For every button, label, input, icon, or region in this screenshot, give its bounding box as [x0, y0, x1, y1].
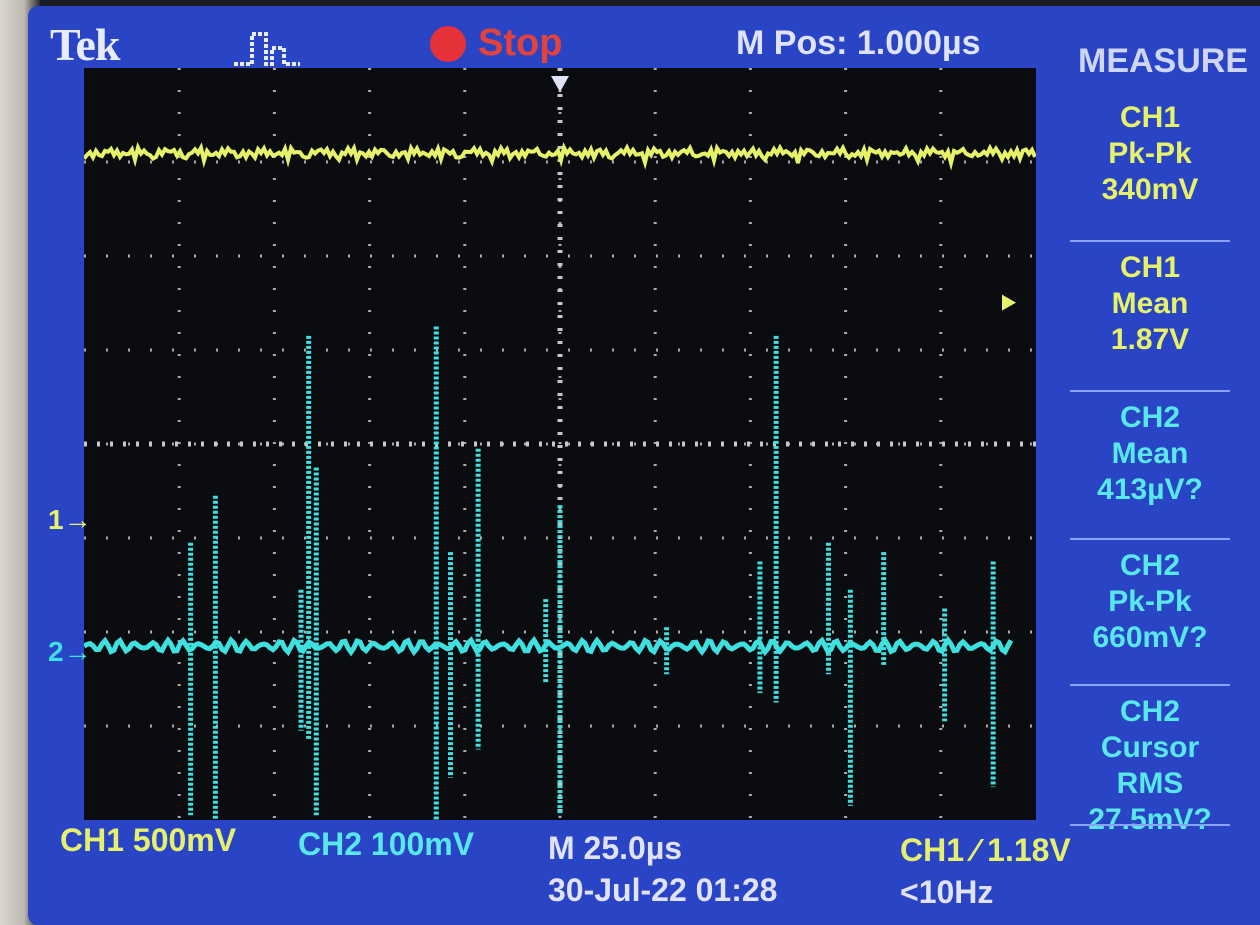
- measure-label: Mean: [1111, 287, 1189, 320]
- ch1-vertical-scale: CH1 500mV: [60, 822, 237, 858]
- ch2-trace: [84, 635, 1014, 657]
- run-state: Stop: [478, 22, 563, 64]
- measure-channel: CH2: [1119, 401, 1180, 434]
- measure-channel: CH2: [1119, 549, 1180, 582]
- measure-label: Cursor RMS: [1100, 731, 1200, 800]
- measure-value: 660mV?: [1092, 621, 1208, 654]
- measure-value: 340mV: [1101, 173, 1199, 206]
- separator: [1070, 390, 1230, 392]
- measure-channel: CH1: [1119, 101, 1180, 134]
- waveform-svg: [84, 68, 1036, 820]
- ch1-ground-marker: 1→: [48, 504, 92, 535]
- trigger-frequency: <10Hz: [900, 874, 994, 910]
- measure-channel: CH1: [1119, 251, 1180, 284]
- record-stop-icon: [430, 26, 466, 62]
- trigger-position-marker: [551, 76, 569, 92]
- menu-title: MEASURE: [1078, 42, 1249, 80]
- separator: [1070, 824, 1230, 826]
- separator: [1070, 684, 1230, 686]
- measure-value: 1.87V: [1110, 323, 1190, 356]
- pulse-trigger-icon: [234, 32, 300, 66]
- horizontal-position: M Pos: 1.000µs: [736, 24, 981, 62]
- separator: [1070, 240, 1230, 242]
- ch2-ground-marker: 2→: [48, 636, 92, 667]
- ch1-trace: [84, 141, 1036, 171]
- brand-logo: Tek: [50, 19, 120, 70]
- measure-label: Pk-Pk: [1108, 137, 1192, 170]
- measure-ch2-pkpk[interactable]: CH2 Pk-Pk 660mV?: [1070, 548, 1230, 656]
- timestamp: 30-Jul-22 01:28: [548, 872, 778, 908]
- trigger-level: CH1 ∕ 1.18V: [900, 832, 1071, 868]
- waveform-display: [84, 68, 1036, 820]
- measure-ch2-cursor-rms[interactable]: CH2 Cursor RMS 27.5mV?: [1070, 694, 1230, 838]
- measure-ch1-mean[interactable]: CH1 Mean 1.87V: [1070, 250, 1230, 358]
- measure-label: Pk-Pk: [1108, 585, 1192, 618]
- measure-ch2-mean[interactable]: CH2 Mean 413µV?: [1070, 400, 1230, 508]
- measure-label: Mean: [1111, 437, 1189, 470]
- timebase: M 25.0µs: [548, 830, 683, 866]
- ch1-trigger-level-marker: [1002, 294, 1016, 311]
- measure-ch1-pkpk[interactable]: CH1 Pk-Pk 340mV: [1070, 100, 1230, 208]
- measure-channel: CH2: [1119, 695, 1180, 728]
- measure-value: 413µV?: [1097, 473, 1203, 506]
- measure-value: 27.5mV?: [1088, 803, 1212, 836]
- separator: [1070, 538, 1230, 540]
- ch2-vertical-scale: CH2 100mV: [298, 826, 475, 862]
